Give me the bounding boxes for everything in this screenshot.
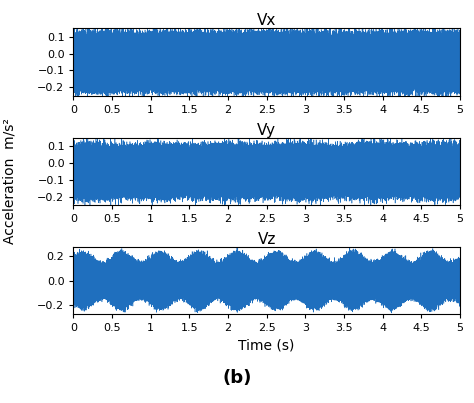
Title: Vx: Vx (257, 13, 276, 28)
Title: Vy: Vy (257, 123, 276, 137)
Title: Vz: Vz (257, 232, 276, 247)
Text: (b): (b) (222, 369, 252, 387)
Text: Acceleration  m/s²: Acceleration m/s² (2, 118, 17, 244)
X-axis label: Time (s): Time (s) (238, 339, 295, 353)
